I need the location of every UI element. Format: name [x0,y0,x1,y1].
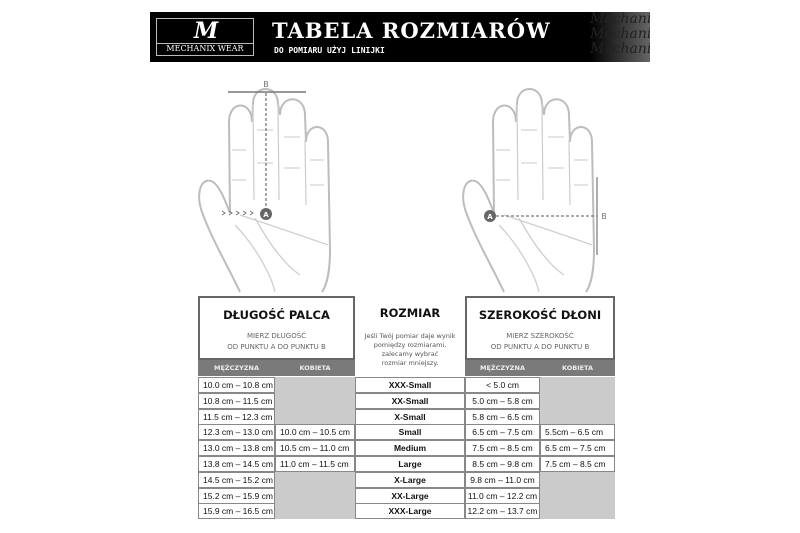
cell-finger-women [275,408,355,425]
cell-finger-men: 14.5 cm – 15.2 cm [198,471,275,488]
cell-palm-women [540,487,615,504]
cell-finger-men: 10.0 cm – 10.8 cm [198,377,275,393]
cell-palm-women [540,503,615,520]
cell-palm-women: 7.5 cm – 8.5 cm [540,456,615,472]
cell-palm-women [540,392,615,409]
cell-size: X-Small [355,408,465,425]
cell-palm-men: 7.5 cm – 8.5 cm [465,440,540,457]
cell-finger-women: 10.5 cm – 11.0 cm [275,440,355,457]
logo-mark: M [193,18,218,44]
finger-length-header: DŁUGOŚĆ PALCA MIERZ DŁUGOŚĆ OD PUNKTU A D… [198,296,355,360]
cell-size: Large [355,456,465,472]
cell-finger-women [275,392,355,409]
cell-finger-men: 12.3 cm – 13.0 cm [198,424,275,441]
cell-size: XX-Small [355,392,465,409]
cell-finger-women [275,503,355,520]
header-banner: M MECHANIX WEAR TABELA ROZMIARÓW DO POMI… [150,12,650,62]
cell-size: XXX-Small [355,377,465,393]
mechanix-logo: M MECHANIX WEAR [156,18,254,56]
size-header: ROZMIAR Jeśli Twój pomiar daje wynik pomi… [364,306,456,367]
cell-size: Small [355,424,465,441]
cell-palm-men: 6.5 cm – 7.5 cm [465,424,540,441]
point-a-right [484,210,496,222]
cell-palm-women [540,408,615,425]
palm-width-header: SZEROKOŚĆ DŁONI MIERZ SZEROKOŚĆ OD PUNKTU… [465,296,615,360]
page-subtitle: DO POMIARU UŻYJ LINIJKI [274,46,385,55]
left-hand-outline [198,88,331,293]
cell-finger-women: 10.0 cm – 10.5 cm [275,424,355,441]
cell-finger-men: 13.8 cm – 14.5 cm [198,456,275,472]
finger-men-column-header: MĘŻCZYZNA [198,360,275,376]
cell-palm-men: 9.8 cm – 11.0 cm [465,471,540,488]
cell-finger-men: 15.2 cm – 15.9 cm [198,487,275,504]
cell-finger-men: 11.5 cm – 12.3 cm [198,408,275,425]
cell-size: XX-Large [355,487,465,504]
right-hand-outline [462,88,595,293]
logo-wordmark: MECHANIX WEAR [157,43,253,54]
cell-size: Medium [355,440,465,457]
cell-palm-women: 5.5cm – 6.5 cm [540,424,615,441]
svg-text:A: A [487,213,493,221]
cell-palm-men: 5.0 cm – 5.8 cm [465,392,540,409]
cell-finger-men: 15.9 cm – 16.5 cm [198,503,275,520]
cell-palm-women: 6.5 cm – 7.5 cm [540,440,615,457]
page-title: TABELA ROZMIARÓW [272,18,551,43]
palm-women-column-header: KOBIETA [540,360,615,376]
cell-finger-women [275,377,355,393]
cell-palm-women [540,471,615,488]
cell-size: X-Large [355,471,465,488]
point-a-left [260,208,272,220]
point-b-right-label: B [601,212,607,221]
cell-size: XXX-Large [355,503,465,520]
hands-diagram: A B A B [198,80,607,293]
cell-palm-women [540,377,615,393]
cell-finger-women: 11.0 cm – 11.5 cm [275,456,355,472]
cell-palm-men: 8.5 cm – 9.8 cm [465,456,540,472]
cell-palm-men: 11.0 cm – 12.2 cm [465,487,540,504]
watermark-logo: MechanixMechanixMechanix [590,12,650,62]
palm-men-column-header: MĘŻCZYZNA [465,360,540,376]
cell-finger-men: 10.8 cm – 11.5 cm [198,392,275,409]
cell-palm-men: 12.2 cm – 13.7 cm [465,503,540,520]
cell-palm-men: 5.8 cm – 6.5 cm [465,408,540,425]
arrow-markers [221,210,254,216]
cell-finger-women [275,487,355,504]
cell-finger-men: 13.0 cm – 13.8 cm [198,440,275,457]
cell-palm-men: < 5.0 cm [465,377,540,393]
point-b-left-label: B [263,80,269,89]
svg-text:A: A [263,211,269,219]
finger-women-column-header: KOBIETA [275,360,355,376]
cell-finger-women [275,471,355,488]
